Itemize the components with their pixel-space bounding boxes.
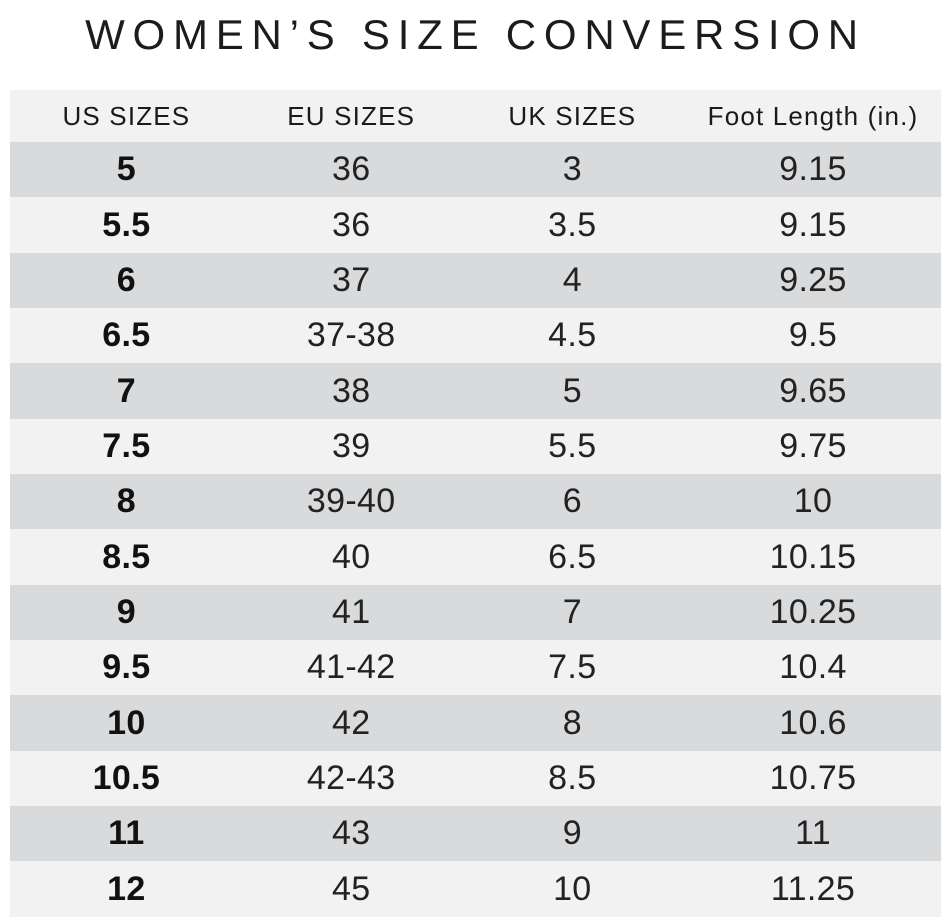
cell-foot-length: 9.75 — [779, 426, 847, 465]
cell-us-size: 9 — [116, 592, 136, 631]
cell-uk-size: 5.5 — [548, 426, 597, 465]
cell-eu-size: 41-42 — [306, 648, 396, 687]
cell-eu-size: 43 — [331, 814, 371, 853]
cell-uk-size: 4.5 — [548, 316, 597, 355]
table-row: 9 41 7 10.25 — [10, 584, 941, 641]
cell-foot-length: 10.6 — [779, 703, 847, 742]
cell-uk-size: 8 — [562, 703, 582, 742]
cell-uk-size: 8.5 — [548, 758, 597, 797]
cell-eu-size: 40 — [331, 537, 371, 576]
page-title: WOMEN’S SIZE CONVERSION — [85, 11, 866, 58]
cell-foot-length: 11 — [794, 814, 831, 853]
cell-foot-length: 10.25 — [769, 592, 857, 631]
cell-foot-length: 9.5 — [788, 316, 838, 355]
column-header-eu-sizes: EU SIZES — [242, 90, 460, 142]
table-row: 7 38 5 9.65 — [10, 363, 941, 419]
cell-uk-size: 10 — [553, 869, 592, 908]
cell-us-size: 9.5 — [102, 648, 151, 687]
cell-us-size: 8.5 — [102, 537, 151, 576]
table-row: 8 39-40 6 10 — [10, 474, 941, 530]
table-row: 11 43 9 11 — [10, 806, 941, 862]
cell-us-size: 6 — [116, 260, 136, 299]
cell-us-size: 7 — [116, 371, 136, 410]
cell-us-size: 11 — [108, 814, 145, 853]
size-table-body: 5 36 3 9.15 5.5 36 3.5 9.15 6 37 4 9.25 6.5 37-38 4.5 9… — [10, 142, 941, 917]
cell-eu-size: 36 — [331, 150, 371, 189]
table-row: 6 37 4 9.25 — [10, 252, 941, 309]
table-row: 5 36 3 9.15 — [10, 142, 941, 198]
cell-uk-size: 3.5 — [548, 205, 597, 244]
cell-us-size: 7.5 — [102, 426, 151, 465]
cell-uk-size: 9 — [562, 814, 582, 853]
table-row: 10.5 42-43 8.5 10.75 — [10, 750, 941, 807]
cell-foot-length: 10.15 — [769, 537, 857, 576]
table-row: 10 42 8 10.6 — [10, 695, 941, 751]
cell-uk-size: 4 — [562, 260, 582, 299]
cell-us-size: 10.5 — [92, 758, 161, 797]
column-header-us-sizes: US SIZES — [10, 90, 243, 142]
cell-foot-length: 9.65 — [779, 371, 847, 410]
cell-eu-size: 39 — [331, 426, 371, 465]
cell-eu-size: 37-38 — [306, 316, 396, 355]
table-header: US SIZES EU SIZES UK SIZES Foot Length (… — [10, 90, 941, 142]
cell-us-size: 10 — [107, 703, 146, 742]
table-row: 7.5 39 5.5 9.75 — [10, 418, 941, 475]
table-row: 5.5 36 3.5 9.15 — [10, 197, 941, 253]
cell-foot-length: 10.4 — [779, 648, 847, 687]
cell-us-size: 12 — [107, 869, 146, 908]
cell-foot-length: 9.25 — [779, 260, 847, 299]
cell-eu-size: 42-43 — [306, 758, 396, 797]
cell-uk-size: 6.5 — [548, 537, 597, 576]
cell-eu-size: 37 — [331, 260, 371, 299]
cell-eu-size: 42 — [331, 703, 371, 742]
cell-foot-length: 11.25 — [770, 869, 856, 908]
cell-uk-size: 5 — [562, 371, 582, 410]
size-table-container: US SIZES EU SIZES UK SIZES Foot Length (… — [10, 90, 941, 917]
cell-eu-size: 45 — [331, 869, 371, 908]
cell-eu-size: 41 — [331, 592, 371, 631]
column-header-foot-length: Foot Length (in.) — [684, 90, 941, 142]
cell-eu-size: 36 — [331, 205, 371, 244]
cell-uk-size: 6 — [562, 482, 582, 521]
cell-foot-length: 9.15 — [779, 205, 847, 244]
table-row: 9.5 41-42 7.5 10.4 — [10, 640, 941, 696]
cell-uk-size: 7 — [562, 592, 582, 631]
column-header-uk-sizes: UK SIZES — [459, 90, 685, 142]
table-row: 8.5 40 6.5 10.15 — [10, 529, 941, 585]
size-conversion-table: US SIZES EU SIZES UK SIZES Foot Length (… — [10, 90, 941, 917]
cell-uk-size: 7.5 — [548, 648, 597, 687]
cell-foot-length: 10.75 — [769, 758, 857, 797]
cell-us-size: 5.5 — [102, 205, 151, 244]
header-row: US SIZES EU SIZES UK SIZES Foot Length (… — [10, 90, 941, 142]
cell-us-size: 5 — [116, 150, 136, 189]
table-row: 12 45 10 11.25 — [10, 861, 941, 917]
cell-eu-size: 38 — [331, 371, 371, 410]
cell-us-size: 8 — [116, 482, 136, 521]
cell-eu-size: 39-40 — [306, 482, 396, 521]
cell-us-size: 6.5 — [102, 316, 151, 355]
cell-uk-size: 3 — [562, 150, 582, 189]
cell-foot-length: 9.15 — [779, 150, 847, 189]
table-row: 6.5 37-38 4.5 9.5 — [10, 308, 941, 364]
cell-foot-length: 10 — [793, 482, 833, 521]
